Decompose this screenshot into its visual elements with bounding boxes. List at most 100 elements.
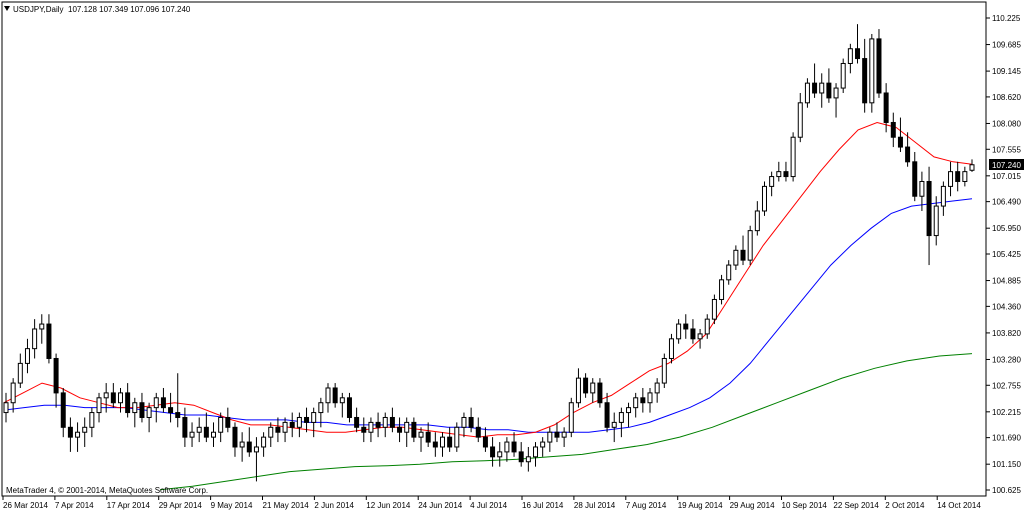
candle xyxy=(905,132,911,167)
candle-body-up xyxy=(933,205,939,237)
candle xyxy=(196,417,202,443)
candle-body-up xyxy=(869,38,875,104)
candle-body-up xyxy=(840,62,846,89)
candle-body-up xyxy=(647,392,653,404)
candle-body-up xyxy=(969,164,975,171)
candle xyxy=(447,427,453,452)
candle xyxy=(575,368,581,408)
candle-body-up xyxy=(948,171,954,187)
candle-body-down xyxy=(375,421,381,428)
candle xyxy=(862,38,868,113)
candle xyxy=(683,314,689,339)
candle-body-up xyxy=(540,441,546,448)
candle-body-down xyxy=(289,421,295,428)
candle-body-up xyxy=(218,416,224,433)
candle xyxy=(547,427,553,452)
candle-body-up xyxy=(89,412,95,428)
candle-body-up xyxy=(719,279,725,300)
candle xyxy=(611,412,617,443)
candle xyxy=(296,412,302,438)
candle xyxy=(311,407,317,438)
candle xyxy=(318,397,324,428)
candle xyxy=(933,196,939,246)
y-tick-label: 102.755 xyxy=(992,381,1021,390)
candle-body-up xyxy=(239,441,245,448)
candle xyxy=(246,427,252,457)
candle-body-up xyxy=(296,416,302,428)
candle xyxy=(225,407,231,433)
x-tick-label: 22 Sep 2014 xyxy=(833,501,879,510)
candle xyxy=(704,314,710,339)
candle-body-down xyxy=(425,431,431,443)
candle xyxy=(125,383,131,418)
candle xyxy=(897,117,903,152)
candle-body-down xyxy=(225,416,231,428)
candle-body-down xyxy=(640,397,646,404)
candle-body-up xyxy=(747,230,753,261)
candle xyxy=(540,437,546,457)
candle xyxy=(597,378,603,408)
candle xyxy=(719,274,725,305)
candle xyxy=(32,319,38,359)
candle xyxy=(568,397,574,438)
candle-body-down xyxy=(275,426,281,433)
candle-body-up xyxy=(268,426,274,438)
candle xyxy=(203,412,209,443)
candle-body-up xyxy=(804,82,810,104)
candle-body-down xyxy=(604,402,610,428)
candle-body-down xyxy=(246,441,252,453)
candle-body-down xyxy=(46,323,52,359)
candle-body-up xyxy=(461,416,467,428)
candle-body-up xyxy=(940,185,946,207)
candle-body-down xyxy=(826,82,832,99)
y-tick-label: 102.215 xyxy=(992,408,1021,417)
candle-body-up xyxy=(919,180,925,197)
candle xyxy=(24,338,30,374)
candle xyxy=(604,392,610,433)
candle xyxy=(60,387,66,438)
candle-body-up xyxy=(833,87,839,99)
chevron-down-icon[interactable] xyxy=(4,6,10,11)
candle-body-up xyxy=(676,323,682,340)
y-tick-label: 107.555 xyxy=(992,145,1021,154)
candle xyxy=(275,417,281,443)
symbol-label: USDJPY,Daily xyxy=(13,5,64,14)
candle-body-down xyxy=(67,426,73,438)
candle xyxy=(626,402,632,428)
x-tick-label: 2 Oct 2014 xyxy=(885,501,925,510)
candle-body-up xyxy=(561,431,567,438)
candle xyxy=(382,412,388,438)
candle-body-up xyxy=(404,421,410,433)
candle-body-up xyxy=(533,446,539,458)
candle-body-down xyxy=(447,436,453,448)
candle xyxy=(554,422,560,443)
candle xyxy=(110,383,116,408)
candle-body-up xyxy=(382,416,388,428)
x-tick-label: 29 Apr 2014 xyxy=(159,501,203,510)
candle xyxy=(497,442,503,467)
candle-body-up xyxy=(776,171,782,178)
candle-body-up xyxy=(325,387,331,404)
y-tick-label: 107.015 xyxy=(992,172,1021,181)
candle xyxy=(404,417,410,447)
candle-body-up xyxy=(282,421,288,433)
candle-body-down xyxy=(232,426,238,448)
candle-body-up xyxy=(790,136,796,178)
candle xyxy=(740,235,746,266)
candle xyxy=(454,422,460,452)
candle-body-down xyxy=(411,421,417,438)
candle xyxy=(82,417,88,447)
x-tick-label: 28 Jul 2014 xyxy=(574,501,616,510)
x-tick-label: 2 Jun 2014 xyxy=(314,501,354,510)
candle-body-up xyxy=(439,436,445,448)
y-tick-label: 104.360 xyxy=(992,302,1021,311)
candle-body-down xyxy=(583,377,589,394)
candle-body-down xyxy=(690,328,696,340)
candle-body-down xyxy=(482,436,488,448)
candle-body-up xyxy=(253,446,259,453)
y-tick-label: 100.625 xyxy=(992,486,1021,495)
current-price-tag: 107.240 xyxy=(989,159,1024,170)
y-tick-label: 104.885 xyxy=(992,277,1021,286)
plot-border xyxy=(1,1,987,497)
